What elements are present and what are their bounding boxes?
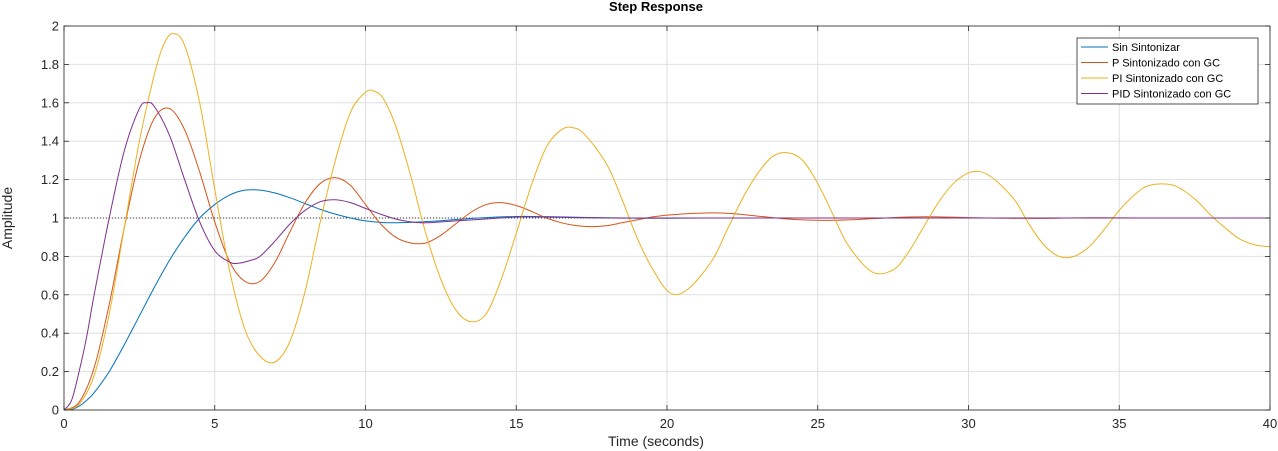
legend-label-3: PI Sintonizado con GC <box>1112 73 1223 85</box>
series-line-3 <box>64 33 1270 410</box>
x-tick-label: 35 <box>1112 416 1126 431</box>
y-tick-label: 1.8 <box>41 57 59 72</box>
y-tick-label: 0.6 <box>41 287 59 302</box>
legend-label-2: P Sintonizado con GC <box>1112 58 1220 70</box>
legend-box <box>1076 37 1259 105</box>
chart-title: Step Response <box>609 0 703 14</box>
y-tick-label: 0.4 <box>41 326 59 341</box>
x-tick-label: 0 <box>60 416 67 431</box>
y-axis-label: Amplitude <box>0 187 15 249</box>
x-tick-label: 15 <box>509 416 523 431</box>
y-tick-label: 1.4 <box>41 134 59 149</box>
y-tick-label: 0.8 <box>41 249 59 264</box>
y-tick-label: 1.6 <box>41 95 59 110</box>
y-tick-label: 0 <box>52 403 59 418</box>
y-tick-label: 2 <box>52 19 59 34</box>
series-line-2 <box>64 107 1270 410</box>
x-axis-label: Time (seconds) <box>608 433 704 449</box>
series-line-4 <box>64 101 1270 410</box>
legend-label-4: PID Sintonizado con GC <box>1112 89 1231 101</box>
ticks: 0 5 10 15 20 25 30 35 40 0 0.2 0.4 0.6 0.8 1 1.2 1.4 1.6 1… <box>41 19 1277 432</box>
y-tick-label: 1 <box>52 211 59 226</box>
y-tick-label: 0.2 <box>41 364 59 379</box>
x-tick-label: 10 <box>358 416 372 431</box>
y-tick-label: 1.2 <box>41 172 59 187</box>
series-layer <box>64 33 1270 410</box>
x-tick-label: 25 <box>811 416 825 431</box>
x-tick-label: 40 <box>1263 416 1277 431</box>
x-tick-label: 5 <box>211 416 218 431</box>
legend: Sin Sintonizar P Sintonizado con GC PI Sin… <box>1076 37 1259 105</box>
x-tick-label: 20 <box>660 416 674 431</box>
legend-label-1: Sin Sintonizar <box>1112 42 1180 54</box>
x-tick-label: 30 <box>961 416 975 431</box>
